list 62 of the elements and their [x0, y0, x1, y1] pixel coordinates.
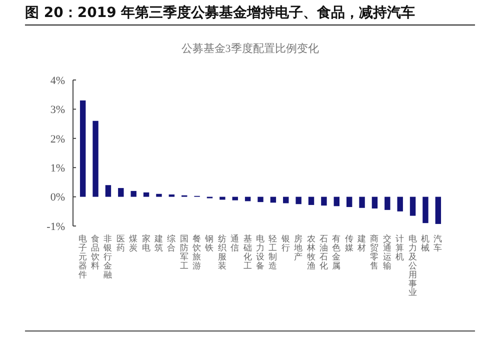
y-tick-label: -1% [46, 220, 65, 233]
chart-title: 图 20：2019 年第三季度公募基金增持电子、食品，减持汽车 [25, 4, 416, 21]
x-tick-label: 钢铁 [204, 234, 214, 254]
x-tick-label: 交通运输 [382, 234, 392, 272]
bar [283, 196, 289, 204]
y-tick-label: 4% [50, 74, 65, 87]
x-tick-label: 传媒 [344, 234, 354, 254]
x-tick-label: 家电 [142, 234, 151, 254]
y-tick-label: 0% [50, 192, 65, 204]
x-tick-label: 商贸零售 [370, 234, 380, 272]
x-tick-label: 石油石化 [319, 234, 328, 272]
x-tick-label: 国防军工 [180, 234, 189, 272]
bar [270, 196, 276, 203]
bar [435, 196, 442, 224]
x-tick-label: 电子元器件 [78, 234, 88, 280]
bar [92, 120, 98, 197]
x-tick-label: 餐饮旅游 [192, 234, 202, 272]
x-tick-label: 汽车 [434, 234, 443, 254]
x-tick-label: 机械 [420, 234, 430, 254]
bar [80, 100, 86, 197]
x-tick-label: 电力及公用事业 [408, 234, 418, 298]
x-tick-label: 纺织服装 [218, 234, 227, 272]
x-tick-label: 计算机 [396, 234, 405, 262]
bar [384, 196, 390, 210]
bar [118, 188, 124, 197]
bar [346, 196, 352, 208]
bar [168, 194, 175, 197]
x-tick-label: 综合 [167, 234, 176, 254]
bar [105, 185, 112, 197]
y-tick-label: 3% [50, 104, 65, 116]
x-tick-label: 建材 [356, 234, 367, 254]
y-tick-label: 1% [50, 162, 65, 174]
x-tick-label: 农林牧渔 [306, 234, 316, 272]
bar [372, 196, 378, 208]
y-tick-label: 2% [50, 133, 65, 146]
bar [397, 196, 403, 212]
bar [410, 196, 416, 216]
x-tick-label: 食品饮料 [90, 234, 100, 272]
bar [156, 194, 162, 197]
bar [422, 196, 428, 224]
bar [143, 192, 150, 197]
x-tick-label: 通信 [230, 234, 240, 254]
bar [308, 196, 314, 205]
bar [258, 196, 264, 202]
x-tick-label: 银行 [280, 234, 290, 254]
x-tick-label: 电力设备 [256, 234, 265, 272]
x-tick-label: 有色金属 [332, 234, 342, 272]
bar [321, 196, 327, 206]
bar [220, 196, 226, 200]
bar [232, 196, 238, 200]
x-tick-label: 轻工制造 [268, 234, 278, 272]
bar [296, 196, 302, 204]
x-tick-label: 基础化工 [242, 234, 252, 272]
bar [130, 190, 136, 197]
x-tick-label: 建筑 [153, 234, 164, 254]
bar [359, 196, 365, 208]
chart-subtitle: 公募基金3季度配置比例变化 [181, 42, 319, 55]
x-tick-label: 煤炭 [129, 234, 138, 254]
x-tick-label: 医药 [116, 234, 126, 254]
bar [334, 196, 340, 206]
x-tick-label: 非银行金融 [102, 234, 113, 280]
x-tick-label: 房地产 [293, 234, 304, 262]
